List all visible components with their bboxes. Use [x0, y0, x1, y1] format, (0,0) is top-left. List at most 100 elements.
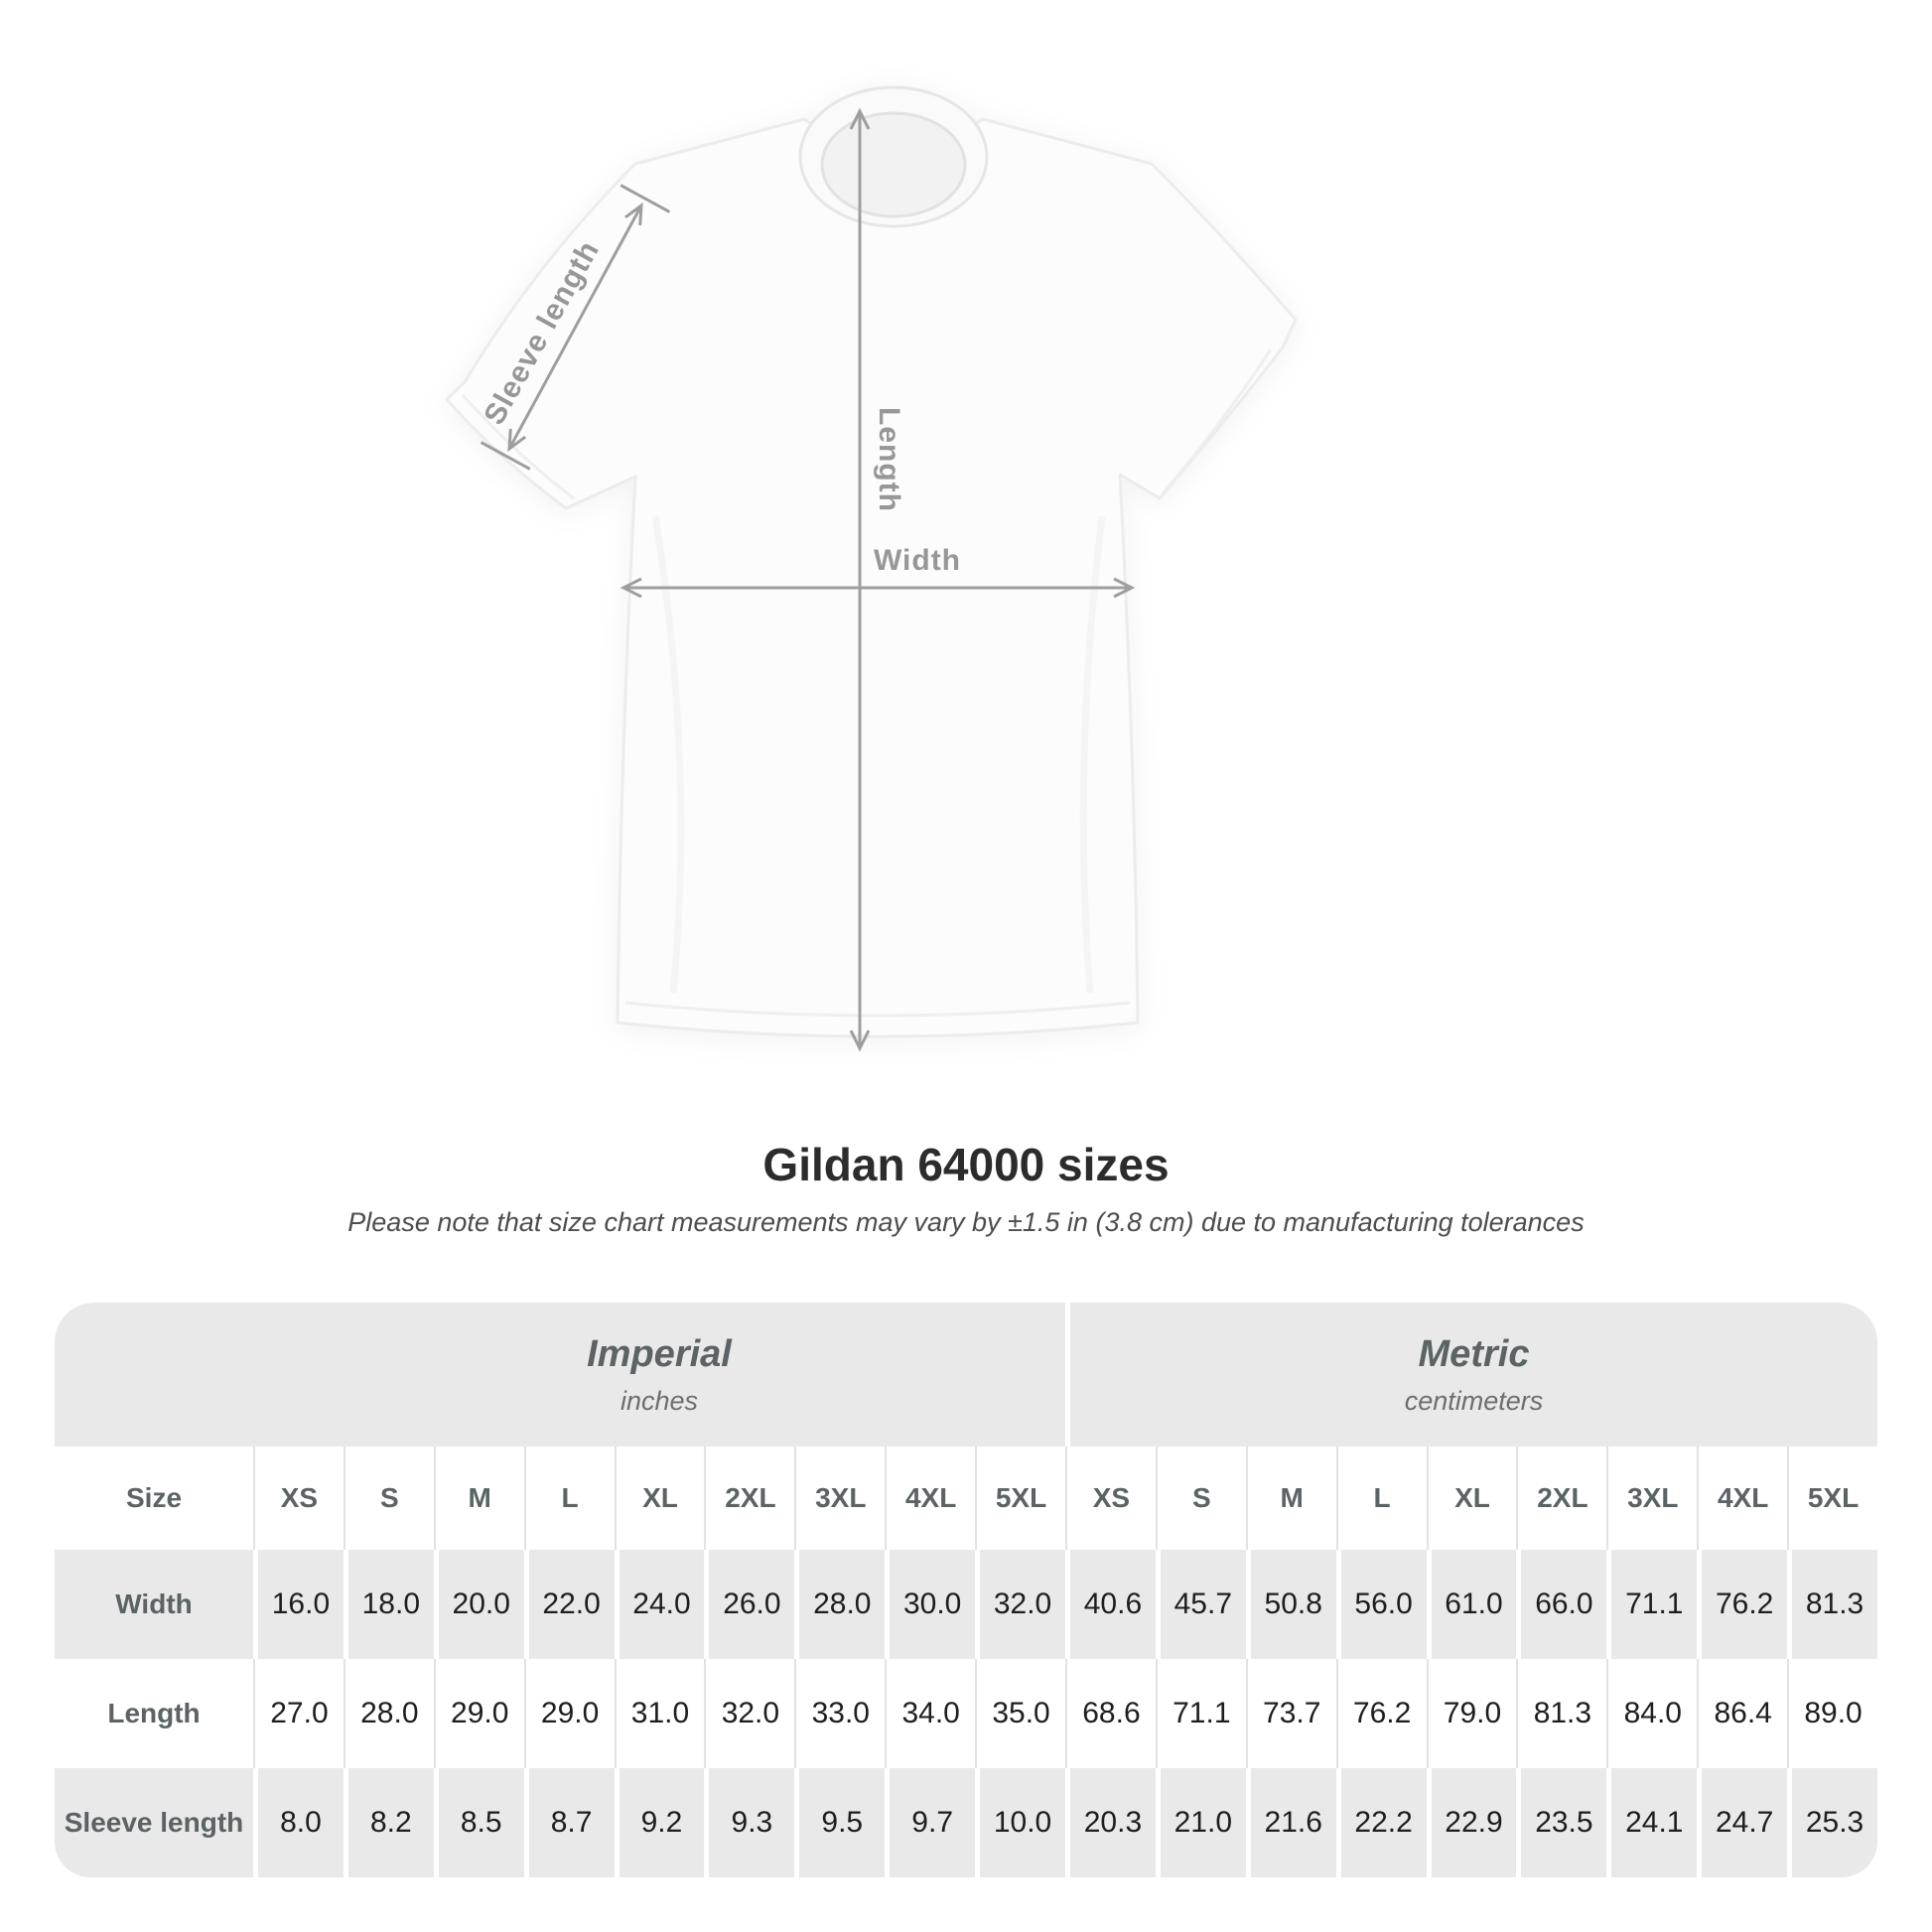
- size-value-cell: 66.0: [1516, 1550, 1607, 1659]
- size-header-cell: L: [523, 1447, 615, 1550]
- metric-label: Metric: [1418, 1332, 1530, 1375]
- size-value-cell: 18.0: [343, 1550, 434, 1659]
- length-label: Length: [873, 407, 905, 512]
- size-header-cell: 4XL: [1697, 1447, 1788, 1550]
- size-value-cell: 31.0: [614, 1659, 705, 1768]
- size-header-cell: XL: [1426, 1447, 1517, 1550]
- collar-opening: [820, 111, 967, 218]
- size-value-cell: 32.0: [975, 1550, 1065, 1659]
- size-value-cell: 20.3: [1064, 1768, 1156, 1877]
- left-body-crease: [651, 515, 685, 994]
- size-value-cell: 23.5: [1516, 1768, 1607, 1877]
- sleeve-length-arrow: [480, 184, 671, 471]
- table-row: Sleeve length 8.0 8.2 8.5 8.7 9.2 9.3 9.5 9.7 10.…: [55, 1768, 1877, 1877]
- size-value-cell: 79.0: [1426, 1659, 1517, 1768]
- size-header-cell: 4XL: [885, 1447, 976, 1550]
- size-value-cell: 40.6: [1064, 1550, 1156, 1659]
- size-header-cell: S: [343, 1447, 434, 1550]
- size-value-cell: 34.0: [885, 1659, 976, 1768]
- right-sleeve-hem-seam: [1162, 348, 1273, 493]
- table-row: Length 27.0 28.0 29.0 29.0 31.0 32.0 33.0 34.0 35…: [55, 1659, 1877, 1768]
- size-value-cell: 8.2: [343, 1768, 434, 1877]
- size-value-cell: 73.7: [1245, 1659, 1336, 1768]
- left-sleeve-hem-seam: [461, 393, 575, 500]
- size-table: Imperial inches Metric centimeters Size …: [55, 1303, 1877, 1877]
- size-value-cell: 9.7: [885, 1768, 976, 1877]
- imperial-unit-label: inches: [620, 1385, 699, 1416]
- size-value-cell: 76.2: [1335, 1659, 1427, 1768]
- size-value-cell: 24.1: [1606, 1768, 1698, 1877]
- row-label: Width: [55, 1550, 253, 1659]
- size-value-cell: 16.0: [253, 1550, 344, 1659]
- size-value-cell: 9.5: [794, 1768, 886, 1877]
- table-body: Width 16.0 18.0 20.0 22.0 24.0 26.0 28.0 30.0 32.…: [55, 1550, 1877, 1877]
- bottom-hem-seam: [624, 1001, 1131, 1018]
- size-value-cell: 32.0: [704, 1659, 795, 1768]
- size-value-cell: 25.3: [1787, 1768, 1877, 1877]
- row-label: Length: [55, 1659, 253, 1768]
- imperial-label: Imperial: [587, 1332, 732, 1375]
- size-header-row: Size XS S M L XL 2XL 3XL 4XL 5XL XS S M L XL 2XL 3XL 4XL…: [55, 1447, 1877, 1550]
- size-value-cell: 35.0: [975, 1659, 1065, 1768]
- size-value-cell: 68.6: [1064, 1659, 1156, 1768]
- width-arrow: [620, 577, 1136, 599]
- right-body-crease: [1079, 515, 1106, 994]
- size-header-cell: XS: [1064, 1447, 1156, 1550]
- tshirt-graphic: [445, 85, 1298, 1038]
- size-value-cell: 71.1: [1155, 1659, 1246, 1768]
- size-header-cell: S: [1155, 1447, 1246, 1550]
- size-value-cell: 81.3: [1787, 1550, 1877, 1659]
- size-value-cell: 61.0: [1426, 1550, 1517, 1659]
- metric-unit-label: centimeters: [1404, 1385, 1544, 1416]
- size-value-cell: 22.0: [523, 1550, 615, 1659]
- width-label: Width: [874, 544, 961, 577]
- size-value-cell: 9.3: [704, 1768, 795, 1877]
- size-header-cell: XL: [614, 1447, 705, 1550]
- size-header-cell: 2XL: [1516, 1447, 1607, 1550]
- size-value-cell: 50.8: [1245, 1550, 1336, 1659]
- metric-group-header: Metric centimeters: [1070, 1303, 1877, 1447]
- size-value-cell: 28.0: [794, 1550, 886, 1659]
- page-title: Gildan 64000 sizes: [762, 1139, 1170, 1190]
- size-value-cell: 45.7: [1155, 1550, 1246, 1659]
- size-value-cell: 20.0: [433, 1550, 524, 1659]
- size-value-cell: 71.1: [1606, 1550, 1698, 1659]
- size-header-cell: 2XL: [704, 1447, 795, 1550]
- size-value-cell: 22.9: [1426, 1768, 1517, 1877]
- size-header-cell: 3XL: [1606, 1447, 1698, 1550]
- size-value-cell: 8.5: [433, 1768, 524, 1877]
- row-label: Sleeve length: [55, 1768, 253, 1877]
- size-header-cell: XS: [253, 1447, 344, 1550]
- size-value-cell: 33.0: [794, 1659, 886, 1768]
- size-value-cell: 30.0: [885, 1550, 976, 1659]
- size-value-cell: 29.0: [433, 1659, 524, 1768]
- size-header-cell: 5XL: [1787, 1447, 1877, 1550]
- size-value-cell: 10.0: [975, 1768, 1065, 1877]
- size-value-cell: 24.7: [1697, 1768, 1788, 1877]
- size-value-cell: 8.0: [253, 1768, 344, 1877]
- size-value-cell: 86.4: [1697, 1659, 1788, 1768]
- size-value-cell: 24.0: [614, 1550, 705, 1659]
- size-value-cell: 89.0: [1787, 1659, 1877, 1768]
- size-value-cell: 22.2: [1335, 1768, 1427, 1877]
- size-value-cell: 84.0: [1606, 1659, 1698, 1768]
- length-arrow: [849, 107, 871, 1052]
- size-header-cell: 3XL: [794, 1447, 886, 1550]
- table-row: Width 16.0 18.0 20.0 22.0 24.0 26.0 28.0 30.0 32.…: [55, 1550, 1877, 1659]
- tolerance-note: Please note that size chart measurements…: [347, 1207, 1585, 1237]
- size-value-cell: 28.0: [343, 1659, 434, 1768]
- size-header-cell: M: [1245, 1447, 1336, 1550]
- size-header-cell: 5XL: [975, 1447, 1065, 1550]
- size-value-cell: 21.6: [1245, 1768, 1336, 1877]
- size-value-cell: 8.7: [523, 1768, 615, 1877]
- size-value-cell: 29.0: [523, 1659, 615, 1768]
- imperial-group-header: Imperial inches: [55, 1303, 1065, 1447]
- unit-group-row: Imperial inches Metric centimeters: [55, 1303, 1877, 1447]
- size-value-cell: 27.0: [253, 1659, 344, 1768]
- size-value-cell: 76.2: [1697, 1550, 1788, 1659]
- size-value-cell: 21.0: [1155, 1768, 1246, 1877]
- tshirt-measurement-diagram: Sleeve length Length Width: [445, 85, 1298, 1052]
- size-value-cell: 26.0: [704, 1550, 795, 1659]
- size-value-cell: 81.3: [1516, 1659, 1607, 1768]
